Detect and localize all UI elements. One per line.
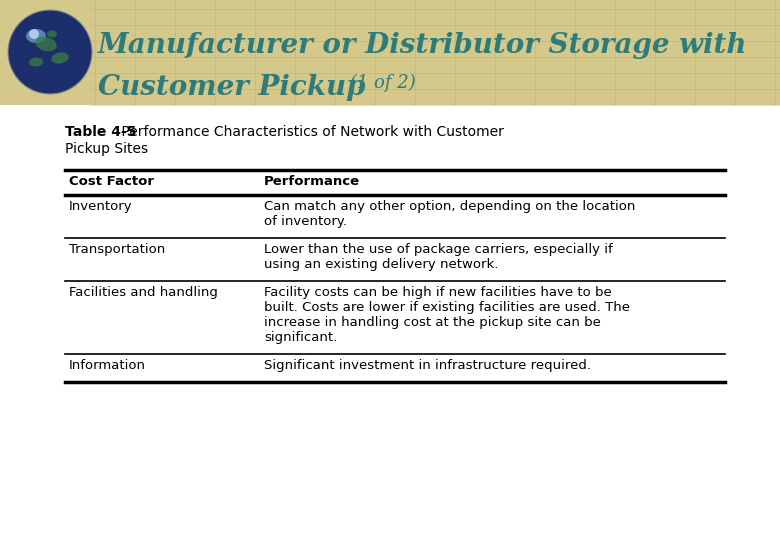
Bar (0, 0, 780, 105)
Text: Can match any other option, depending on the location: Can match any other option, depending on… (264, 200, 636, 213)
Ellipse shape (29, 57, 43, 66)
Text: significant.: significant. (264, 331, 337, 344)
Text: Significant investment in infrastructure required.: Significant investment in infrastructure… (264, 359, 591, 372)
Circle shape (8, 10, 92, 94)
Text: Pickup Sites: Pickup Sites (65, 142, 148, 156)
Ellipse shape (35, 37, 57, 51)
Text: using an existing delivery network.: using an existing delivery network. (264, 258, 498, 271)
Ellipse shape (51, 52, 69, 64)
Text: Cost Factor: Cost Factor (69, 175, 154, 188)
Circle shape (29, 29, 39, 39)
Text: Manufacturer or Distributor Storage with: Manufacturer or Distributor Storage with (98, 32, 747, 59)
Text: (1 of 2): (1 of 2) (344, 74, 416, 92)
Ellipse shape (26, 29, 46, 43)
Text: Performance Characteristics of Network with Customer: Performance Characteristics of Network w… (117, 125, 504, 139)
Text: of inventory.: of inventory. (264, 215, 347, 228)
Text: Facilities and handling: Facilities and handling (69, 286, 218, 299)
Text: Table 4-5: Table 4-5 (65, 125, 136, 139)
Text: Lower than the use of package carriers, especially if: Lower than the use of package carriers, … (264, 243, 613, 256)
Ellipse shape (47, 30, 57, 37)
Text: Transportation: Transportation (69, 243, 165, 256)
Text: Information: Information (69, 359, 146, 372)
Text: Performance: Performance (264, 175, 360, 188)
Text: increase in handling cost at the pickup site can be: increase in handling cost at the pickup … (264, 316, 601, 329)
Text: Inventory: Inventory (69, 200, 133, 213)
Text: Facility costs can be high if new facilities have to be: Facility costs can be high if new facili… (264, 286, 612, 299)
Text: Customer Pickup: Customer Pickup (98, 74, 366, 101)
Text: built. Costs are lower if existing facilities are used. The: built. Costs are lower if existing facil… (264, 301, 630, 314)
